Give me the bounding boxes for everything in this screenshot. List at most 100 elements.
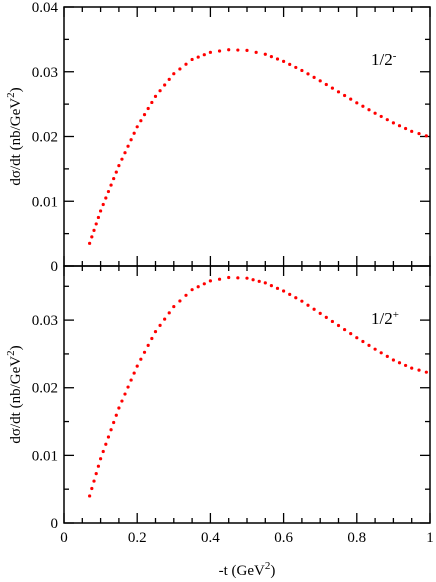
curve-dot xyxy=(343,93,347,98)
curve-dot xyxy=(126,144,130,148)
curve-dot xyxy=(106,189,111,194)
data-point xyxy=(135,125,139,129)
data-point xyxy=(300,299,304,303)
data-point xyxy=(190,57,194,62)
curve-dot xyxy=(417,131,421,136)
curve-dot xyxy=(196,55,200,59)
curve-dot xyxy=(163,83,167,87)
data-point xyxy=(424,134,428,138)
curve-dot xyxy=(109,428,113,432)
curve-dot xyxy=(96,215,101,220)
x-axis-title: -t (GeV2) xyxy=(219,560,276,579)
curve-dot xyxy=(167,77,171,81)
curve-dot xyxy=(254,50,258,54)
curve-dot xyxy=(178,67,182,71)
y-axis-title-close: ) xyxy=(8,87,24,92)
y-axis-title: dσ/dt (nb/GeV2) xyxy=(5,87,24,185)
curve-dot xyxy=(306,303,310,307)
y-axis-title-superscript: 2 xyxy=(5,92,17,98)
curve-dot xyxy=(184,62,188,66)
data-point xyxy=(318,79,322,83)
curve-dot xyxy=(217,277,222,281)
curve-dot xyxy=(306,72,310,76)
curve-dot xyxy=(330,86,334,90)
curve-dot xyxy=(361,339,365,344)
curve-dot xyxy=(349,332,353,336)
panel-1: 0 0.01 0.02 0.03 0.04 dσ/dt (nb/GeV2) 1/2- xyxy=(5,0,431,275)
curve-dot xyxy=(236,276,240,280)
curve-dot xyxy=(129,138,133,142)
curve-dot xyxy=(324,82,328,87)
panel-label: 1/2+ xyxy=(371,309,399,328)
data-point xyxy=(245,48,249,52)
curve-dot xyxy=(146,343,150,347)
y-axis-title-main: dσ/dt (nb/GeV xyxy=(8,356,24,444)
panel-label: 1/2- xyxy=(371,50,397,69)
curve-dot xyxy=(112,176,116,181)
curve-dot xyxy=(142,350,147,354)
data-point xyxy=(391,358,395,362)
y-tick-label: 0.04 xyxy=(32,0,59,16)
curve-dot xyxy=(92,228,96,232)
data-point xyxy=(336,323,341,328)
curve-dot xyxy=(109,183,113,187)
curve-dot xyxy=(114,413,118,417)
curve-dot xyxy=(404,363,408,368)
curve-dot xyxy=(217,49,222,53)
curve-dot xyxy=(294,65,298,70)
curve-dot xyxy=(167,311,171,315)
curve-dot xyxy=(385,118,389,122)
curve-dot xyxy=(126,385,130,389)
data-point xyxy=(153,330,158,334)
data-point xyxy=(373,111,377,115)
data-point xyxy=(336,90,341,94)
curve-dot xyxy=(114,170,118,174)
curve-dot xyxy=(236,48,240,52)
curve-dot xyxy=(385,354,389,359)
panel-label-superscript: - xyxy=(393,50,397,62)
x-tick-label: 0.8 xyxy=(347,530,366,546)
plot-frame xyxy=(63,6,431,267)
data-point xyxy=(88,241,92,245)
x-tick-label: 1 xyxy=(426,530,434,546)
data-point xyxy=(227,48,231,52)
curve-dot xyxy=(288,62,292,67)
data-point xyxy=(190,288,194,292)
curve-dot xyxy=(94,472,98,476)
curve-dot xyxy=(343,327,347,332)
y-tick-label: 0.03 xyxy=(32,65,58,81)
data-point xyxy=(99,209,103,213)
curve-dot xyxy=(330,319,334,324)
x-axis-title-close: ) xyxy=(270,563,275,579)
y-axis-title-main: dσ/dt (nb/GeV xyxy=(8,98,24,186)
curve-dot xyxy=(275,286,280,290)
data-point xyxy=(355,336,359,340)
x-axis-title-main: -t (GeV xyxy=(219,563,265,579)
curve-dot xyxy=(257,279,261,283)
y-tick-label: 0.03 xyxy=(32,313,58,329)
curve-dot xyxy=(120,157,124,161)
curve-dot xyxy=(101,449,105,454)
y-tick-label: 0 xyxy=(51,516,59,532)
data-point xyxy=(117,164,121,168)
data-point xyxy=(318,311,322,315)
curve-dot xyxy=(104,196,108,200)
data-point xyxy=(172,304,176,309)
data-point xyxy=(227,275,231,280)
curve-dot xyxy=(123,392,127,396)
curve-dot xyxy=(417,368,421,372)
y-axis-title-close: ) xyxy=(8,345,24,350)
curve-dot xyxy=(104,442,108,446)
panel-label-main: 1/2 xyxy=(371,50,393,69)
curve-dot xyxy=(269,55,273,59)
curve-dot xyxy=(92,479,96,483)
y-tick-label: 0 xyxy=(51,259,59,275)
data-point xyxy=(355,101,359,105)
curve-dot xyxy=(163,317,167,321)
curve-dot xyxy=(139,357,143,361)
curve-dot xyxy=(397,361,402,365)
data-point xyxy=(410,129,414,133)
y-tick-label: 0.01 xyxy=(32,448,58,464)
